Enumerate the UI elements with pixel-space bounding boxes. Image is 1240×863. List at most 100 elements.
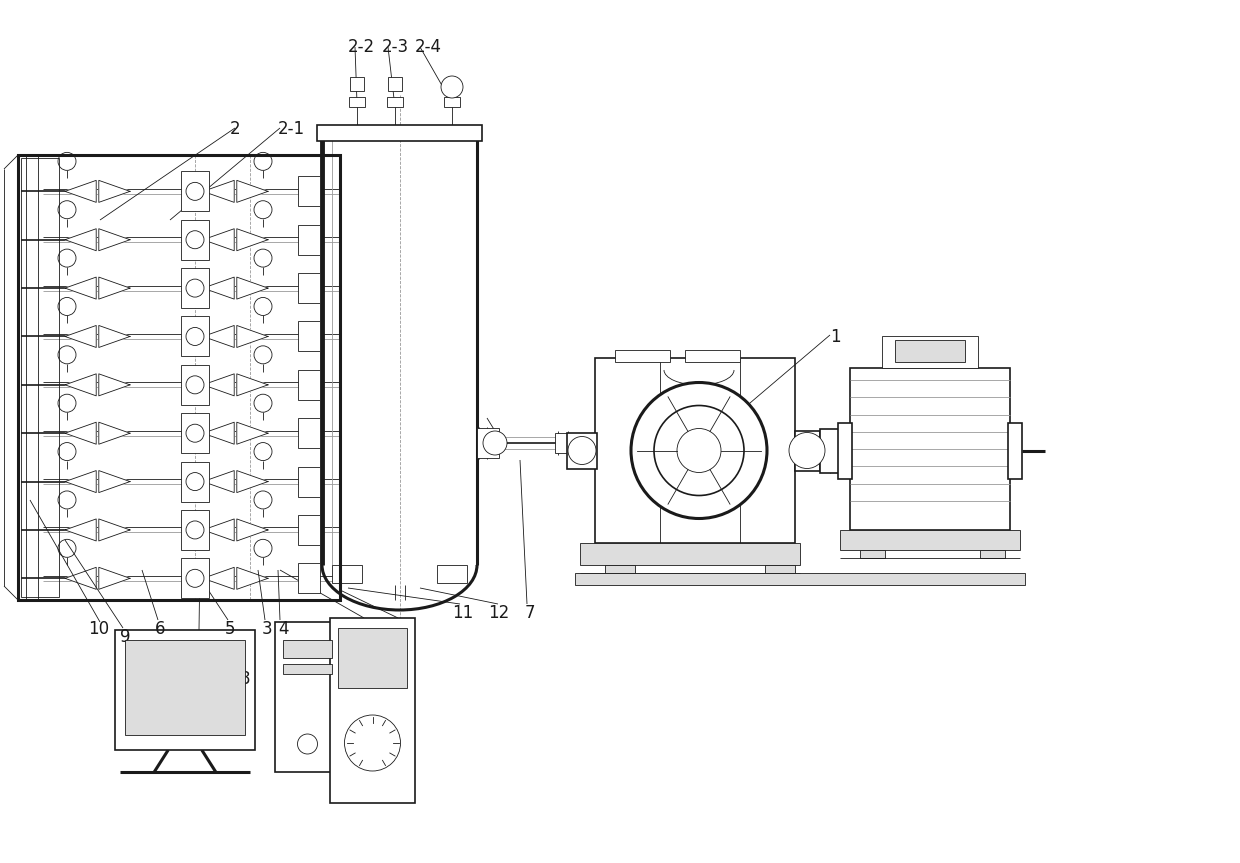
- Bar: [1008, 423, 1022, 478]
- Polygon shape: [203, 567, 234, 589]
- Polygon shape: [99, 470, 130, 493]
- Bar: [317, 125, 482, 141]
- Bar: [275, 622, 340, 772]
- Bar: [330, 618, 415, 803]
- Text: 2-4: 2-4: [415, 38, 441, 56]
- Text: 4: 4: [278, 620, 289, 638]
- Polygon shape: [99, 374, 130, 396]
- Polygon shape: [203, 470, 234, 493]
- Polygon shape: [237, 374, 268, 396]
- Bar: [605, 565, 635, 573]
- Bar: [980, 550, 1004, 558]
- Circle shape: [254, 539, 272, 557]
- Bar: [436, 565, 467, 583]
- Bar: [580, 543, 800, 565]
- Circle shape: [789, 432, 825, 469]
- Polygon shape: [237, 277, 268, 299]
- Bar: [298, 273, 320, 303]
- Bar: [298, 321, 320, 351]
- Bar: [839, 530, 1021, 550]
- Polygon shape: [203, 325, 234, 348]
- Bar: [181, 220, 210, 260]
- Circle shape: [58, 249, 76, 267]
- Bar: [820, 429, 849, 473]
- Bar: [339, 628, 407, 688]
- Circle shape: [631, 382, 768, 519]
- Bar: [684, 350, 740, 362]
- Polygon shape: [237, 422, 268, 444]
- Circle shape: [58, 539, 76, 557]
- Circle shape: [254, 153, 272, 170]
- Circle shape: [58, 153, 76, 170]
- Circle shape: [58, 394, 76, 413]
- Bar: [181, 558, 210, 598]
- Polygon shape: [64, 325, 97, 348]
- Bar: [567, 432, 596, 469]
- Circle shape: [186, 279, 205, 297]
- Polygon shape: [99, 277, 130, 299]
- Bar: [181, 462, 210, 501]
- Circle shape: [254, 201, 272, 218]
- Bar: [298, 224, 320, 255]
- Polygon shape: [64, 422, 97, 444]
- Bar: [765, 565, 795, 573]
- Polygon shape: [203, 422, 234, 444]
- Bar: [19, 155, 340, 600]
- Bar: [575, 573, 1025, 585]
- Polygon shape: [64, 567, 97, 589]
- Circle shape: [484, 431, 507, 455]
- Circle shape: [186, 425, 205, 442]
- Polygon shape: [64, 277, 97, 299]
- Bar: [895, 340, 965, 362]
- Polygon shape: [203, 229, 234, 251]
- Circle shape: [58, 346, 76, 364]
- Circle shape: [441, 76, 463, 98]
- Bar: [387, 77, 402, 91]
- Text: 12: 12: [489, 604, 510, 622]
- Text: 10: 10: [88, 620, 109, 638]
- Text: 3: 3: [262, 620, 273, 638]
- Text: 2-3: 2-3: [382, 38, 409, 56]
- Bar: [298, 515, 320, 545]
- Bar: [795, 431, 820, 470]
- Polygon shape: [203, 519, 234, 541]
- Polygon shape: [237, 325, 268, 348]
- Bar: [348, 97, 365, 107]
- Polygon shape: [99, 180, 130, 202]
- Text: 2: 2: [229, 120, 241, 138]
- Bar: [444, 97, 460, 107]
- Circle shape: [58, 491, 76, 509]
- Polygon shape: [64, 519, 97, 541]
- Circle shape: [345, 715, 401, 771]
- Bar: [298, 419, 320, 448]
- Text: 1: 1: [830, 328, 841, 346]
- Polygon shape: [237, 470, 268, 493]
- Text: 7: 7: [525, 604, 536, 622]
- Bar: [882, 336, 978, 368]
- Bar: [298, 370, 320, 400]
- Bar: [181, 365, 210, 405]
- Bar: [595, 358, 795, 543]
- Polygon shape: [99, 422, 130, 444]
- Circle shape: [186, 230, 205, 249]
- Text: 2-1: 2-1: [278, 120, 305, 138]
- Bar: [838, 423, 852, 478]
- Bar: [556, 433, 573, 453]
- Bar: [298, 564, 320, 594]
- Circle shape: [254, 249, 272, 267]
- Circle shape: [186, 327, 205, 345]
- Text: 5: 5: [224, 620, 236, 638]
- Circle shape: [186, 473, 205, 490]
- Bar: [298, 176, 320, 206]
- Circle shape: [254, 298, 272, 316]
- Bar: [125, 640, 246, 735]
- Polygon shape: [237, 229, 268, 251]
- Circle shape: [186, 182, 205, 200]
- Polygon shape: [237, 180, 268, 202]
- Circle shape: [186, 376, 205, 394]
- Polygon shape: [99, 519, 130, 541]
- Circle shape: [653, 406, 744, 495]
- Polygon shape: [64, 470, 97, 493]
- Bar: [181, 510, 210, 550]
- Polygon shape: [64, 229, 97, 251]
